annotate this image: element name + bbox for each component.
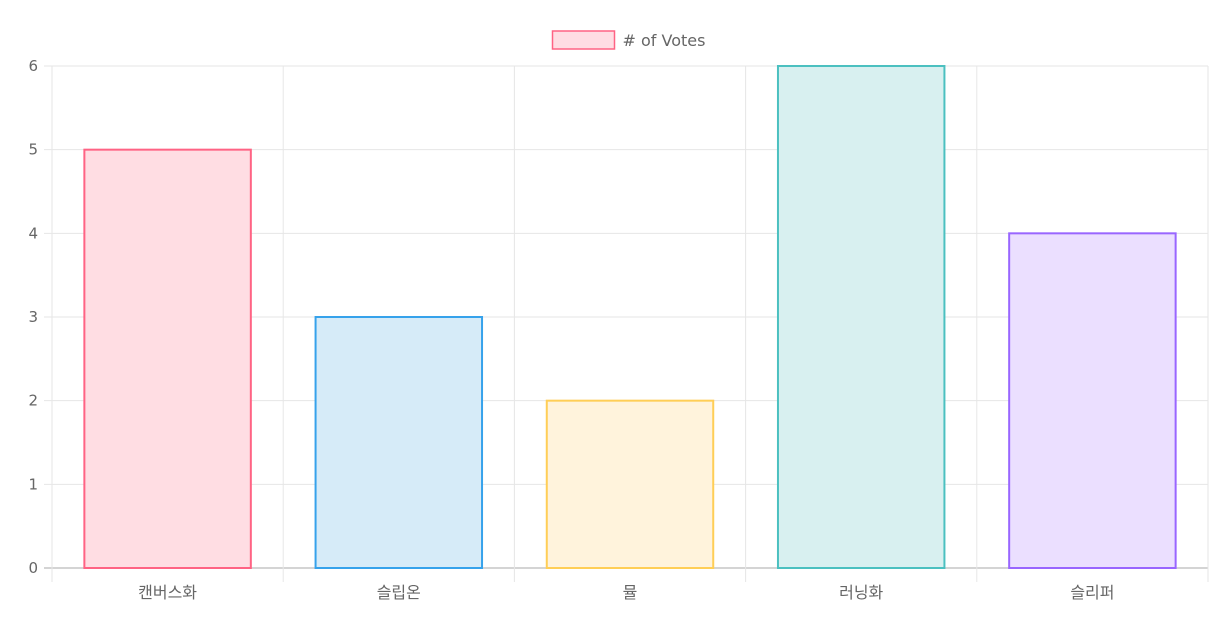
axes: 0 1 2 3 4 5 6 캔버스화 슬립온 뮬 러닝화 슬리퍼 xyxy=(28,57,1114,602)
bar[interactable] xyxy=(314,316,484,569)
bars xyxy=(83,65,1177,570)
bar[interactable] xyxy=(545,399,715,569)
x-tick-label: 슬립온 xyxy=(377,583,421,602)
x-tick-label: 뮬 xyxy=(623,583,638,602)
x-tick-label: 슬리퍼 xyxy=(1070,583,1114,602)
y-tick-label: 2 xyxy=(28,392,38,410)
x-tick-label: 러닝화 xyxy=(839,583,883,602)
y-tick-label: 1 xyxy=(28,475,38,493)
y-tick-label: 4 xyxy=(28,224,38,242)
y-tick-label: 3 xyxy=(28,308,38,326)
y-tick-label: 5 xyxy=(28,141,38,159)
legend-label[interactable]: # of Votes xyxy=(623,31,706,50)
y-tick-label: 0 xyxy=(28,559,38,577)
bar[interactable] xyxy=(776,65,946,569)
bar[interactable] xyxy=(1008,232,1177,569)
legend[interactable]: # of Votes xyxy=(551,30,706,50)
x-tick-label: 캔버스화 xyxy=(138,583,197,602)
y-tick-label: 6 xyxy=(28,57,38,75)
legend-swatch[interactable] xyxy=(551,30,616,50)
bar[interactable] xyxy=(83,148,252,570)
